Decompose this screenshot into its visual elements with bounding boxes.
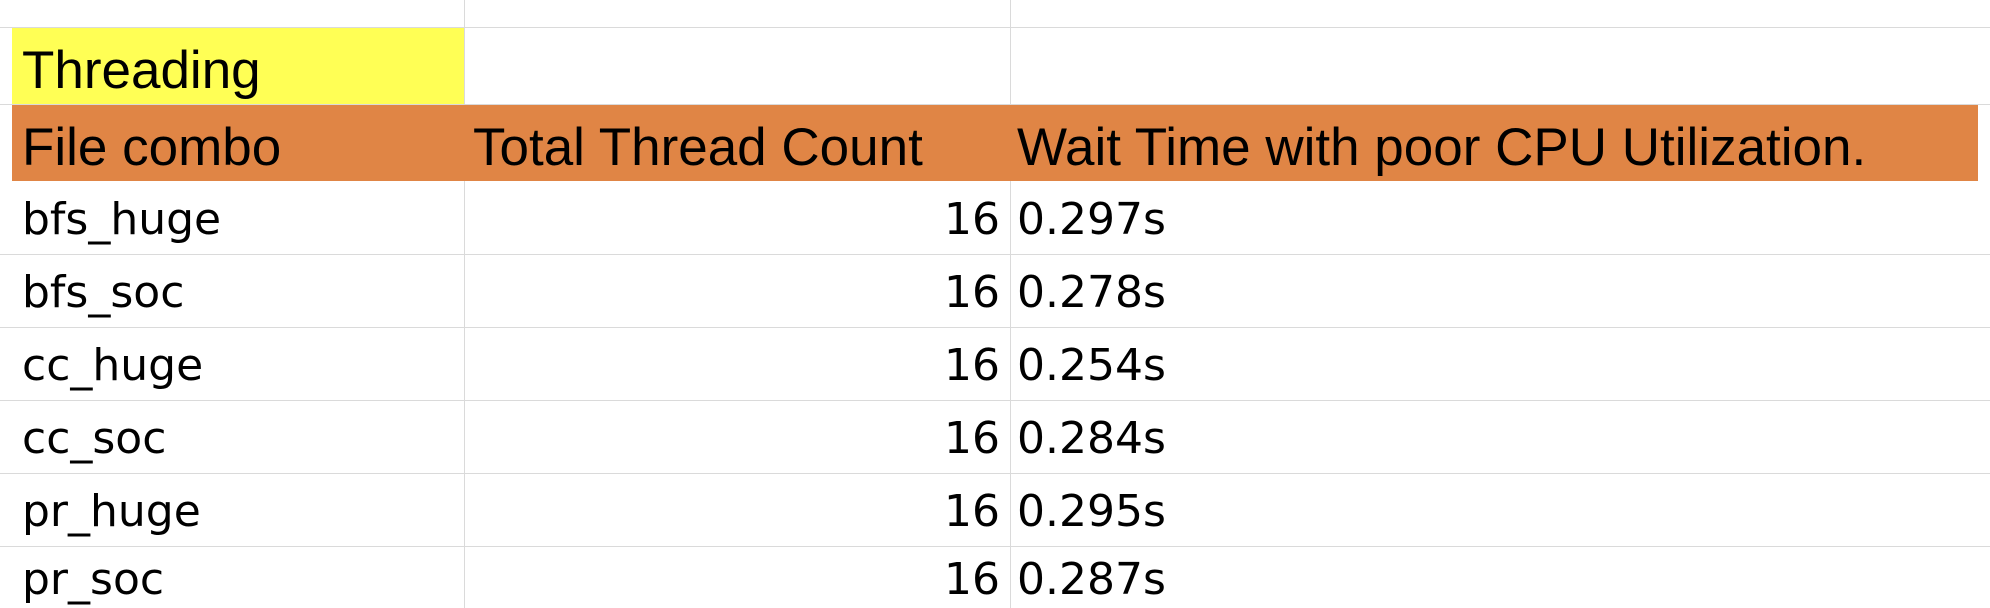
cell-file-combo[interactable]: cc_huge	[22, 340, 204, 391]
header-cell-file-combo[interactable]: File combo	[22, 117, 282, 177]
cell-thread-count[interactable]: 16	[944, 413, 1000, 464]
row-divider	[0, 254, 1990, 255]
cell-thread-count[interactable]: 16	[944, 194, 1000, 245]
row-divider	[0, 327, 1990, 328]
row-divider	[0, 546, 1990, 547]
cell-wait-time[interactable]: 0.297s	[1017, 194, 1166, 245]
cell-wait-time[interactable]: 0.254s	[1017, 340, 1166, 391]
cell-file-combo[interactable]: pr_huge	[22, 486, 201, 537]
cell-thread-count[interactable]: 16	[944, 486, 1000, 537]
row-divider	[0, 27, 1990, 28]
row-divider	[0, 104, 1990, 105]
column-divider	[1010, 0, 1011, 608]
cell-thread-count[interactable]: 16	[944, 267, 1000, 318]
cell-wait-time[interactable]: 0.295s	[1017, 486, 1166, 537]
row-divider	[0, 400, 1990, 401]
cell-file-combo[interactable]: bfs_huge	[22, 194, 222, 245]
cell-thread-count[interactable]: 16	[944, 553, 1000, 605]
cell-wait-time[interactable]: 0.284s	[1017, 413, 1166, 464]
column-divider	[464, 0, 465, 608]
row-divider	[0, 473, 1990, 474]
cell-wait-time[interactable]: 0.278s	[1017, 267, 1166, 318]
header-cell-wait-time[interactable]: Wait Time with poor CPU Utilization.	[1017, 117, 1867, 177]
header-cell-total-thread-count[interactable]: Total Thread Count	[473, 117, 923, 177]
cell-file-combo[interactable]: pr_soc	[22, 553, 165, 605]
header-row	[12, 105, 1978, 181]
cell-wait-time[interactable]: 0.287s	[1017, 553, 1166, 605]
cell-thread-count[interactable]: 16	[944, 340, 1000, 391]
cell-file-combo[interactable]: bfs_soc	[22, 267, 185, 318]
cell-file-combo[interactable]: cc_soc	[22, 413, 167, 464]
title-cell[interactable]: Threading	[12, 28, 464, 104]
